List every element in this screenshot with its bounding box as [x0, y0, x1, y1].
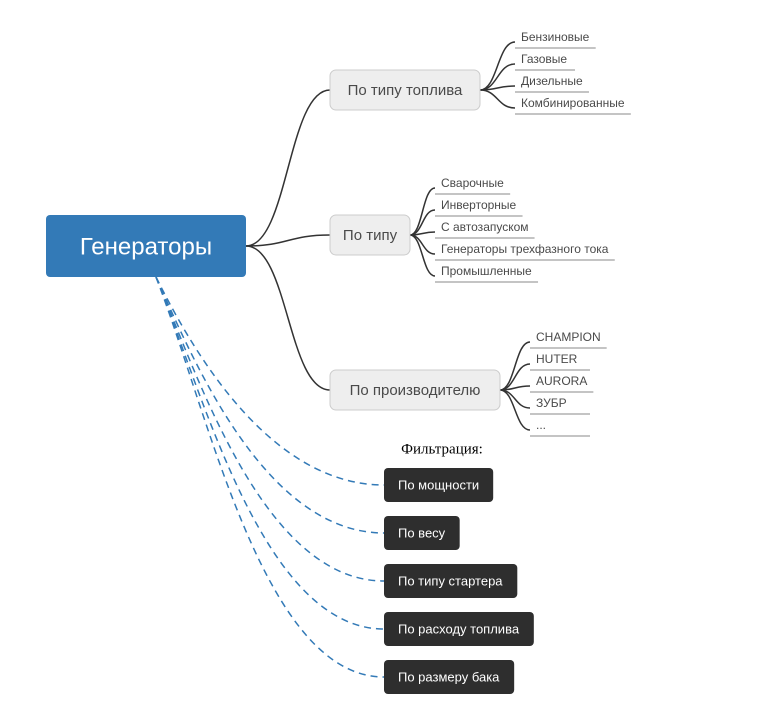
- leaf-fuel: Комбинированные: [521, 96, 625, 110]
- root-label: Генераторы: [80, 233, 212, 260]
- leaf-type: Генераторы трехфазного тока: [441, 242, 609, 256]
- leaf-maker: AURORA: [536, 374, 587, 388]
- connector-type-leaf: [410, 235, 435, 276]
- leaf-maker: CHAMPION: [536, 330, 601, 344]
- filter-label: По расходу топлива: [398, 621, 520, 636]
- dashed-connector-filter: [156, 277, 384, 581]
- category-label-maker: По производителю: [350, 382, 481, 399]
- connector-fuel-leaf: [480, 90, 515, 108]
- filter-section-title: Фильтрация:: [401, 441, 483, 457]
- connector-fuel-leaf: [480, 42, 515, 90]
- leaf-maker: ...: [536, 418, 546, 432]
- category-label-fuel: По типу топлива: [348, 82, 463, 99]
- filter-label: По типу стартера: [398, 573, 503, 588]
- leaf-type: Сварочные: [441, 176, 504, 190]
- connector-maker-leaf: [500, 390, 530, 408]
- leaf-type: С автозапуском: [441, 220, 529, 234]
- filter-label: По размеру бака: [398, 669, 500, 684]
- leaf-fuel: Дизельные: [521, 74, 583, 88]
- leaf-type: Инверторные: [441, 198, 517, 212]
- leaf-type: Промышленные: [441, 264, 532, 278]
- leaf-maker: HUTER: [536, 352, 578, 366]
- mindmap-diagram: Бензиновые Газовые Дизельные Комбинированны…: [0, 0, 763, 722]
- connector-maker-leaf: [500, 342, 530, 390]
- leaf-maker: ЗУБР: [536, 396, 567, 410]
- connector-root-maker: [246, 246, 330, 390]
- connector-maker-leaf: [500, 390, 530, 430]
- filter-label: По мощности: [398, 477, 479, 492]
- leaf-fuel: Бензиновые: [521, 30, 590, 44]
- dashed-connector-filter: [156, 277, 384, 677]
- connector-root-fuel: [246, 90, 330, 246]
- connector-type-leaf: [410, 235, 435, 254]
- filter-label: По весу: [398, 525, 446, 540]
- category-label-type: По типу: [343, 227, 398, 244]
- leaf-fuel: Газовые: [521, 52, 567, 66]
- dashed-connector-filter: [156, 277, 384, 629]
